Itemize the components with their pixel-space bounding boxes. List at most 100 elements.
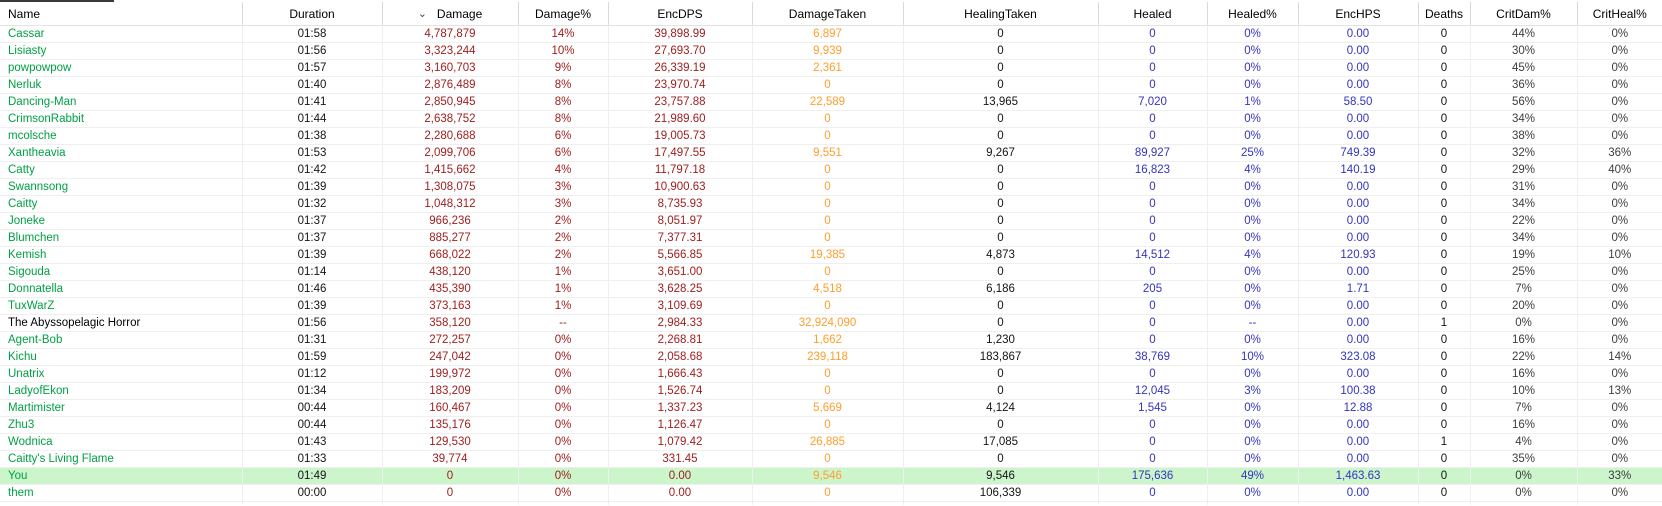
column-header-damage-pct[interactable]: Damage%	[518, 2, 609, 26]
cell-critheal-pct: 40%	[1577, 161, 1662, 179]
cell-enchps: 0.00	[1298, 76, 1419, 94]
cell-critheal-pct: 0%	[1577, 42, 1662, 60]
table-row[interactable]: TuxWarZ 01:39 373,163 1% 3,109.69 0 0 0 0% 0.00 0 2…	[0, 297, 1662, 315]
table-row[interactable]: The Abyssopelagic Horror 01:56 358,120 -- 2,…	[0, 314, 1662, 332]
cell-damage: 435,390	[382, 280, 519, 298]
cell-healing-taken: 0	[903, 263, 1099, 281]
cell-healed-pct: 0%	[1207, 450, 1299, 468]
table-row[interactable]: Martimister 00:44 160,467 0% 1,337.23 5,669 4,…	[0, 399, 1662, 417]
table-row[interactable]: Nerluk 01:40 2,876,489 8% 23,970.74 0 0 0 0% 0.00…	[0, 76, 1662, 94]
column-header-duration[interactable]: Duration	[242, 2, 383, 26]
empty-cell	[1577, 502, 1662, 506]
cell-healing-taken: 106,339	[903, 484, 1099, 502]
column-header-healed[interactable]: Healed	[1098, 2, 1208, 26]
cell-encdps: 23,757.88	[608, 93, 753, 111]
table-row[interactable]: Joneke 01:37 966,236 2% 8,051.97 0 0 0 0% 0.00 0 22…	[0, 212, 1662, 230]
column-header-damage[interactable]: ⌄ Damage	[382, 2, 519, 26]
empty-cell	[1418, 501, 1471, 505]
cell-damage-pct: 2%	[518, 246, 609, 264]
cell-duration: 01:40	[242, 76, 383, 94]
empty-cell	[1207, 501, 1299, 505]
cell-damage-taken: 19,385	[752, 246, 904, 264]
table-row[interactable]: Cassar 01:58 4,787,879 14% 39,898.99 6,897 0 0 0…	[0, 25, 1662, 43]
cell-healed-pct: 0%	[1207, 127, 1299, 145]
table-row[interactable]: Lisiasty 01:56 3,323,244 10% 27,693.70 9,939 0…	[0, 42, 1662, 60]
column-header-deaths[interactable]: Deaths	[1418, 2, 1471, 26]
table-row[interactable]: Kichu 01:59 247,042 0% 2,058.68 239,118 183,86…	[0, 348, 1662, 366]
cell-encdps: 19,005.73	[608, 127, 753, 145]
cell-encdps: 3,109.69	[608, 297, 753, 315]
cell-healed-pct: 0%	[1207, 484, 1299, 502]
cell-enchps: 0.00	[1298, 229, 1419, 247]
table-row[interactable]: Unatrix 01:12 199,972 0% 1,666.43 0 0 0 0% 0.00 0 1…	[0, 365, 1662, 383]
cell-duration: 01:59	[242, 348, 383, 366]
cell-healed: 0	[1098, 110, 1208, 128]
cell-healed: 0	[1098, 484, 1208, 502]
column-header-enchps[interactable]: EncHPS	[1298, 2, 1419, 26]
table-row[interactable]: Dancing-Man 01:41 2,850,945 8% 23,757.88 22,5…	[0, 93, 1662, 111]
empty-grid-row	[0, 501, 1662, 506]
cell-encdps: 11,797.18	[608, 161, 753, 179]
table-row[interactable]: Kemish 01:39 668,022 2% 5,566.85 19,385 4,873 1…	[0, 246, 1662, 264]
cell-healed: 0	[1098, 365, 1208, 383]
table-row[interactable]: Donnatella 01:46 435,390 1% 3,628.25 4,518 6,1…	[0, 280, 1662, 298]
cell-encdps: 2,268.81	[608, 331, 753, 349]
cell-healing-taken: 0	[903, 229, 1099, 247]
cell-encdps: 7,377.31	[608, 229, 753, 247]
table-row[interactable]: Agent-Bob 01:31 272,257 0% 2,268.81 1,662 1,23…	[0, 331, 1662, 349]
column-header-name[interactable]: Name	[0, 2, 243, 26]
column-header-label: DamageTaken	[788, 6, 867, 21]
cell-critdam-pct: 7%	[1470, 280, 1578, 298]
table-row[interactable]: Catty 01:42 1,415,662 4% 11,797.18 0 0 16,823 4%…	[0, 161, 1662, 179]
column-header-critdam-pct[interactable]: CritDam%	[1470, 2, 1578, 26]
cell-damage: 3,160,703	[382, 59, 519, 77]
cell-encdps: 1,079.42	[608, 433, 753, 451]
cell-enchps: 0.00	[1298, 195, 1419, 213]
table-row[interactable]: Wodnica 01:43 129,530 0% 1,079.42 26,885 17,08…	[0, 433, 1662, 451]
column-header-damage-taken[interactable]: DamageTaken	[752, 2, 904, 26]
table-row[interactable]: You 01:49 0 0% 0.00 9,546 9,546 175,636 49% 1,463…	[0, 467, 1662, 485]
table-row[interactable]: Caitty 01:32 1,048,312 3% 8,735.93 0 0 0 0% 0.00 0…	[0, 195, 1662, 213]
cell-duration: 01:57	[242, 59, 383, 77]
cell-encdps: 8,051.97	[608, 212, 753, 230]
cell-encdps: 27,693.70	[608, 42, 753, 60]
table-row[interactable]: CrimsonRabbit 01:44 2,638,752 8% 21,989.60 0 0…	[0, 110, 1662, 128]
table-row[interactable]: LadyofEkon 01:34 183,209 0% 1,526.74 0 0 12,045…	[0, 382, 1662, 400]
table-row[interactable]: Xantheavia 01:53 2,099,706 6% 17,497.55 9,551…	[0, 144, 1662, 162]
column-header-label: EncDPS	[657, 6, 703, 21]
cell-damage-taken: 26,885	[752, 433, 904, 451]
column-header-healed-pct[interactable]: Healed%	[1207, 2, 1299, 26]
cell-healing-taken: 0	[903, 314, 1099, 332]
cell-critheal-pct: 0%	[1577, 314, 1662, 332]
column-header-label: Healed	[1133, 6, 1172, 21]
cell-critdam-pct: 16%	[1470, 365, 1578, 383]
cell-damage-pct: 8%	[518, 76, 609, 94]
empty-cell	[242, 501, 383, 505]
cell-damage: 3,323,244	[382, 42, 519, 60]
column-header-label: EncHPS	[1335, 6, 1381, 21]
column-header-healing-taken[interactable]: HealingTaken	[903, 2, 1099, 26]
cell-damage: 966,236	[382, 212, 519, 230]
cell-critheal-pct: 0%	[1577, 433, 1662, 451]
cell-duration: 01:39	[242, 297, 383, 315]
table-row[interactable]: powpowpow 01:57 3,160,703 9% 26,339.19 2,361 0…	[0, 59, 1662, 77]
cell-name: powpowpow	[0, 59, 243, 77]
cell-deaths: 0	[1418, 399, 1471, 417]
table-row[interactable]: Blumchen 01:37 885,277 2% 7,377.31 0 0 0 0% 0.00 0…	[0, 229, 1662, 247]
column-header-critheal-pct[interactable]: CritHeal%	[1577, 2, 1662, 26]
table-row[interactable]: Zhu3 00:44 135,176 0% 1,126.47 0 0 0 0% 0.00 0 16% 0…	[0, 416, 1662, 434]
cell-enchps: 0.00	[1298, 25, 1419, 43]
cell-healing-taken: 4,124	[903, 399, 1099, 417]
cell-critdam-pct: 31%	[1470, 178, 1578, 196]
cell-healing-taken: 0	[903, 76, 1099, 94]
table-row[interactable]: Sigouda 01:14 438,120 1% 3,651.00 0 0 0 0% 0.00 0 2…	[0, 263, 1662, 281]
column-header-encdps[interactable]: EncDPS	[608, 2, 753, 26]
cell-critdam-pct: 35%	[1470, 450, 1578, 468]
table-row[interactable]: mcolsche 01:38 2,280,688 6% 19,005.73 0 0 0 0% 0.…	[0, 127, 1662, 145]
table-row[interactable]: Swannsong 01:39 1,308,075 3% 10,900.63 0 0 0 0% 0…	[0, 178, 1662, 196]
cell-deaths: 1	[1418, 433, 1471, 451]
cell-critdam-pct: 0%	[1470, 314, 1578, 332]
table-row[interactable]: them 00:00 0 0% 0.00 0 106,339 0 0% 0.00 0 0% 0%	[0, 484, 1662, 502]
table-row[interactable]: Caitty's Living Flame 01:33 39,774 0% 331.45…	[0, 450, 1662, 468]
cell-encdps: 17,497.55	[608, 144, 753, 162]
